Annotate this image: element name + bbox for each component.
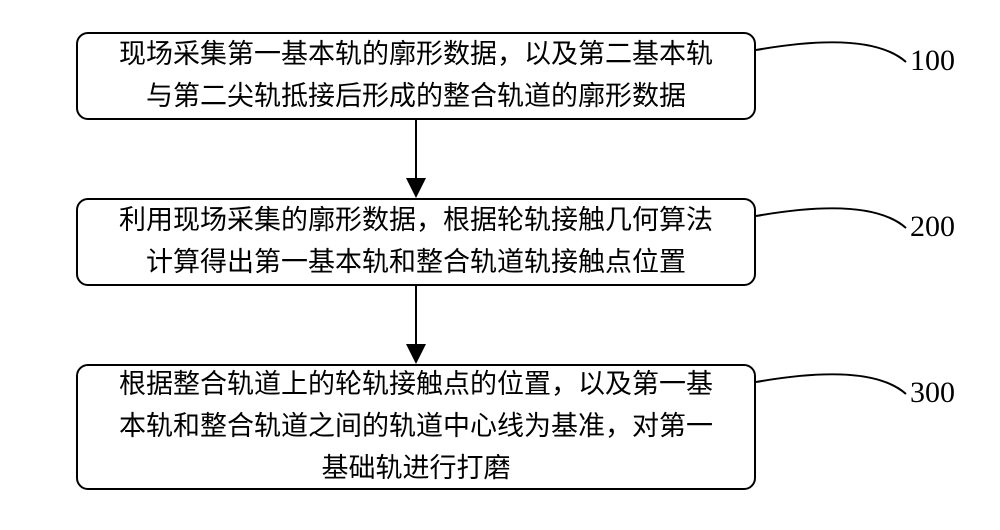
step-3-connector (0, 0, 1000, 530)
flowchart-canvas: 现场采集第一基本轨的廓形数据，以及第二基本轨 与第二尖轨抵接后形成的整合轨道的廓… (0, 0, 1000, 530)
step-3-label: 300 (910, 376, 955, 410)
